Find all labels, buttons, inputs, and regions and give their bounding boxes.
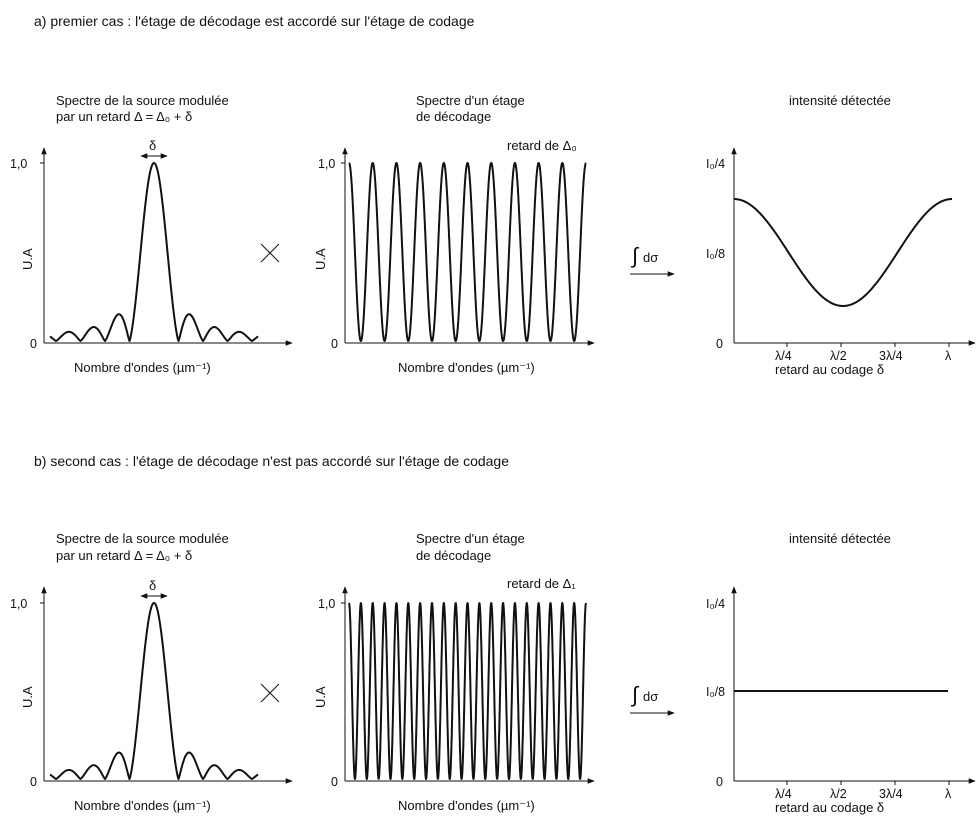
case-a-heading: a) premier cas : l'étage de décodage est… <box>34 13 475 29</box>
case-a: a) premier cas : l'étage de décodage est… <box>10 13 976 377</box>
intensity-xtick-1: λ/4 <box>775 787 792 801</box>
integral-icon: ∫ <box>630 243 640 268</box>
decoding-fringes-curve <box>348 162 587 342</box>
intensity-xtick-4: λ <box>945 787 952 801</box>
decoding-title-line1: Spectre d'un étage <box>416 531 525 546</box>
decoding-xlabel: Nombre d'ondes (µm⁻¹) <box>398 360 535 375</box>
delta-mark: δ <box>149 578 156 593</box>
case-a-decoding-panel: Spectre d'un étage de décodage retard de… <box>313 93 595 375</box>
integral-label: dσ <box>643 689 658 704</box>
case-a-intensity-panel: intensité détectée I₀/4 I₀/8 0 λ/4 λ/2 3… <box>706 93 976 377</box>
intensity-curve <box>734 198 952 307</box>
decoding-retard-label: retard de Δ₁ <box>507 576 576 591</box>
source-title-line2: par un retard Δ = Δ₀ + δ <box>56 548 192 563</box>
case-b: b) second cas : l'étage de décodage n'es… <box>10 453 976 815</box>
integral-icon: ∫ <box>630 682 640 707</box>
source-ylabel: U.A <box>20 686 35 708</box>
intensity-ytick-eighth: I₀/8 <box>706 685 725 699</box>
intensity-xlabel: retard au codage δ <box>775 800 884 815</box>
case-b-intensity-panel: intensité détectée I₀/4 I₀/8 0 λ/4 λ/2 3… <box>706 531 976 815</box>
source-ylabel: U.A <box>20 248 35 270</box>
integral-label: dσ <box>643 250 658 265</box>
intensity-title: intensité détectée <box>789 531 891 546</box>
intensity-title: intensité détectée <box>789 93 891 108</box>
decoding-ytick-zero: 0 <box>331 337 338 351</box>
intensity-xlabel: retard au codage δ <box>775 362 884 377</box>
intensity-xtick-2: λ/2 <box>830 787 847 801</box>
intensity-xtick-3: 3λ/4 <box>879 349 903 363</box>
intensity-xtick-1: λ/4 <box>775 349 792 363</box>
intensity-ytick-eighth: I₀/8 <box>706 247 725 261</box>
decoding-ylabel: U.A <box>313 686 328 708</box>
multiply-icon <box>260 243 280 263</box>
decoding-ylabel: U.A <box>313 248 328 270</box>
integral-operator: ∫ dσ <box>630 682 675 716</box>
source-xlabel: Nombre d'ondes (µm⁻¹) <box>74 360 211 375</box>
source-title-line1: Spectre de la source modulée <box>56 93 229 108</box>
case-a-source-panel: Spectre de la source modulée par un reta… <box>10 93 293 375</box>
decoding-title-line2: de décodage <box>416 109 491 124</box>
source-ytick-zero: 0 <box>30 337 37 351</box>
source-ytick-top: 1,0 <box>10 597 27 611</box>
case-b-decoding-panel: Spectre d'un étage de décodage retard de… <box>313 531 595 813</box>
decoding-fringes-curve <box>348 602 587 780</box>
intensity-xtick-2: λ/2 <box>830 349 847 363</box>
delta-mark: δ <box>149 138 156 153</box>
intensity-ytick-quarter: I₀/4 <box>706 597 725 611</box>
source-spectrum-curve <box>49 602 259 780</box>
decoding-retard-label: retard de Δ₀ <box>507 138 577 153</box>
integral-operator: ∫ dσ <box>630 243 675 277</box>
intensity-xtick-4: λ <box>945 349 952 363</box>
multiply-icon <box>260 683 280 703</box>
decoding-ytick-top: 1,0 <box>318 157 335 171</box>
decoding-ytick-zero: 0 <box>331 775 338 789</box>
case-b-heading: b) second cas : l'étage de décodage n'es… <box>34 453 509 469</box>
source-xlabel: Nombre d'ondes (µm⁻¹) <box>74 798 211 813</box>
decoding-ytick-top: 1,0 <box>318 597 335 611</box>
source-ytick-zero: 0 <box>30 775 37 789</box>
decoding-xlabel: Nombre d'ondes (µm⁻¹) <box>398 798 535 813</box>
source-title-line1: Spectre de la source modulée <box>56 531 229 546</box>
decoding-title-line1: Spectre d'un étage <box>416 93 525 108</box>
source-ytick-top: 1,0 <box>10 157 27 171</box>
source-title-line2: par un retard Δ = Δ₀ + δ <box>56 109 192 124</box>
case-b-source-panel: Spectre de la source modulée par un reta… <box>10 531 293 813</box>
intensity-ytick-quarter: I₀/4 <box>706 157 725 171</box>
intensity-xtick-3: 3λ/4 <box>879 787 903 801</box>
source-spectrum-curve <box>49 162 259 342</box>
decoding-title-line2: de décodage <box>416 548 491 563</box>
intensity-ytick-zero: 0 <box>716 337 723 351</box>
intensity-ytick-zero: 0 <box>716 775 723 789</box>
